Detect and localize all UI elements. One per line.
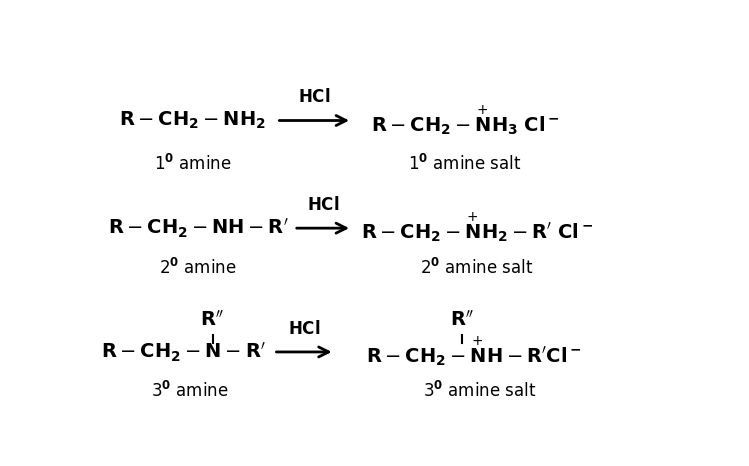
- Text: $\mathbf{R^{\prime\prime}}$: $\mathbf{R^{\prime\prime}}$: [201, 309, 225, 329]
- Text: 2$^\mathbf{0}$ amine: 2$^\mathbf{0}$ amine: [160, 258, 237, 278]
- Text: $\mathbf{R}-\mathbf{CH_2}-\mathbf{NH}-\mathbf{R^{\prime}}$: $\mathbf{R}-\mathbf{CH_2}-\mathbf{NH}-\m…: [108, 217, 288, 240]
- Text: 1$^\mathbf{0}$ amine salt: 1$^\mathbf{0}$ amine salt: [408, 153, 522, 174]
- Text: $\bf{HCl}$: $\bf{HCl}$: [298, 88, 330, 106]
- Text: $\mathbf{R}-\mathbf{CH_2}-\mathbf{N}-\mathbf{R^{\prime}}$: $\mathbf{R}-\mathbf{CH_2}-\mathbf{N}-\ma…: [101, 340, 266, 363]
- Text: 1$^\mathbf{0}$ amine: 1$^\mathbf{0}$ amine: [154, 153, 231, 174]
- Text: $\mathbf{R}-\mathbf{CH_2}-\mathbf{NH_2}$: $\mathbf{R}-\mathbf{CH_2}-\mathbf{NH_2}$: [119, 110, 266, 131]
- Text: $\bf{HCl}$: $\bf{HCl}$: [307, 196, 339, 214]
- Text: $\mathbf{R}-\mathbf{CH_2}-\overset{+}{\mathbf{N}}\mathbf{H}-\mathbf{R^{\prime}}\: $\mathbf{R}-\mathbf{CH_2}-\overset{+}{\m…: [366, 335, 582, 369]
- Text: $\mathbf{R^{\prime\prime}}$: $\mathbf{R^{\prime\prime}}$: [450, 309, 474, 329]
- Text: 3$^\mathbf{0}$ amine: 3$^\mathbf{0}$ amine: [151, 381, 228, 402]
- Text: $\bf{HCl}$: $\bf{HCl}$: [288, 320, 321, 337]
- Text: 2$^\mathbf{0}$ amine salt: 2$^\mathbf{0}$ amine salt: [420, 258, 533, 278]
- Text: $\mathbf{R}-\mathbf{CH_2}-\overset{+}{\mathbf{N}}\mathbf{H_2}-\mathbf{R^{\prime}: $\mathbf{R}-\mathbf{CH_2}-\overset{+}{\m…: [360, 211, 593, 246]
- Text: $\mathbf{R}-\mathbf{CH_2}-\overset{+}{\mathbf{N}}\mathbf{H_3}\ \mathbf{Cl^-}$: $\mathbf{R}-\mathbf{CH_2}-\overset{+}{\m…: [371, 103, 560, 138]
- Text: 3$^\mathbf{0}$ amine salt: 3$^\mathbf{0}$ amine salt: [423, 381, 536, 402]
